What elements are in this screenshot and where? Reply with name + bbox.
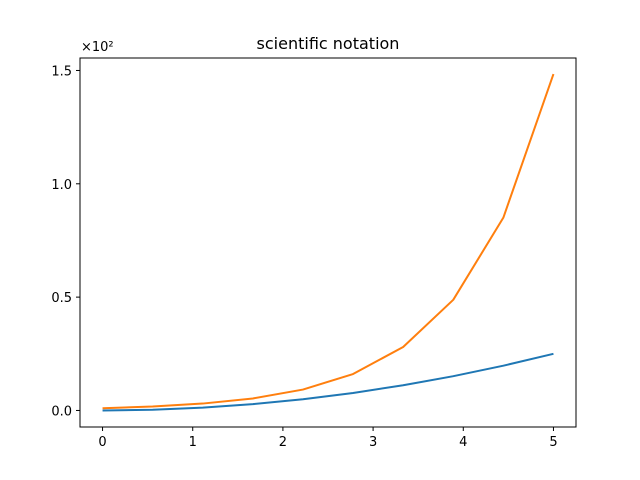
series-line-2 (102, 73, 555, 410)
y-axis-offset-label: ×10² (81, 40, 114, 55)
x-tick-label: 2 (279, 435, 287, 450)
y-tick-label: 1.5 (51, 64, 72, 79)
chart-title: scientific notation (257, 34, 400, 53)
series-line-1 (102, 352, 554, 412)
y-tick-label: 0.5 (51, 291, 72, 306)
x-tick-label: 0 (98, 435, 106, 450)
y-axis-ticks: 0.0 0.5 1.0 1.5 (51, 64, 80, 419)
plot-area-frame (79, 57, 577, 428)
x-tick-label: 4 (459, 435, 467, 450)
series-layer (102, 73, 555, 412)
y-tick-label: 0.0 (51, 404, 72, 419)
x-tick-label: 3 (369, 435, 377, 450)
x-axis-ticks: 0 1 2 3 4 5 (98, 427, 558, 450)
y-tick-label: 1.0 (51, 178, 72, 193)
x-tick-label: 1 (189, 435, 197, 450)
x-tick-label: 5 (549, 435, 557, 450)
